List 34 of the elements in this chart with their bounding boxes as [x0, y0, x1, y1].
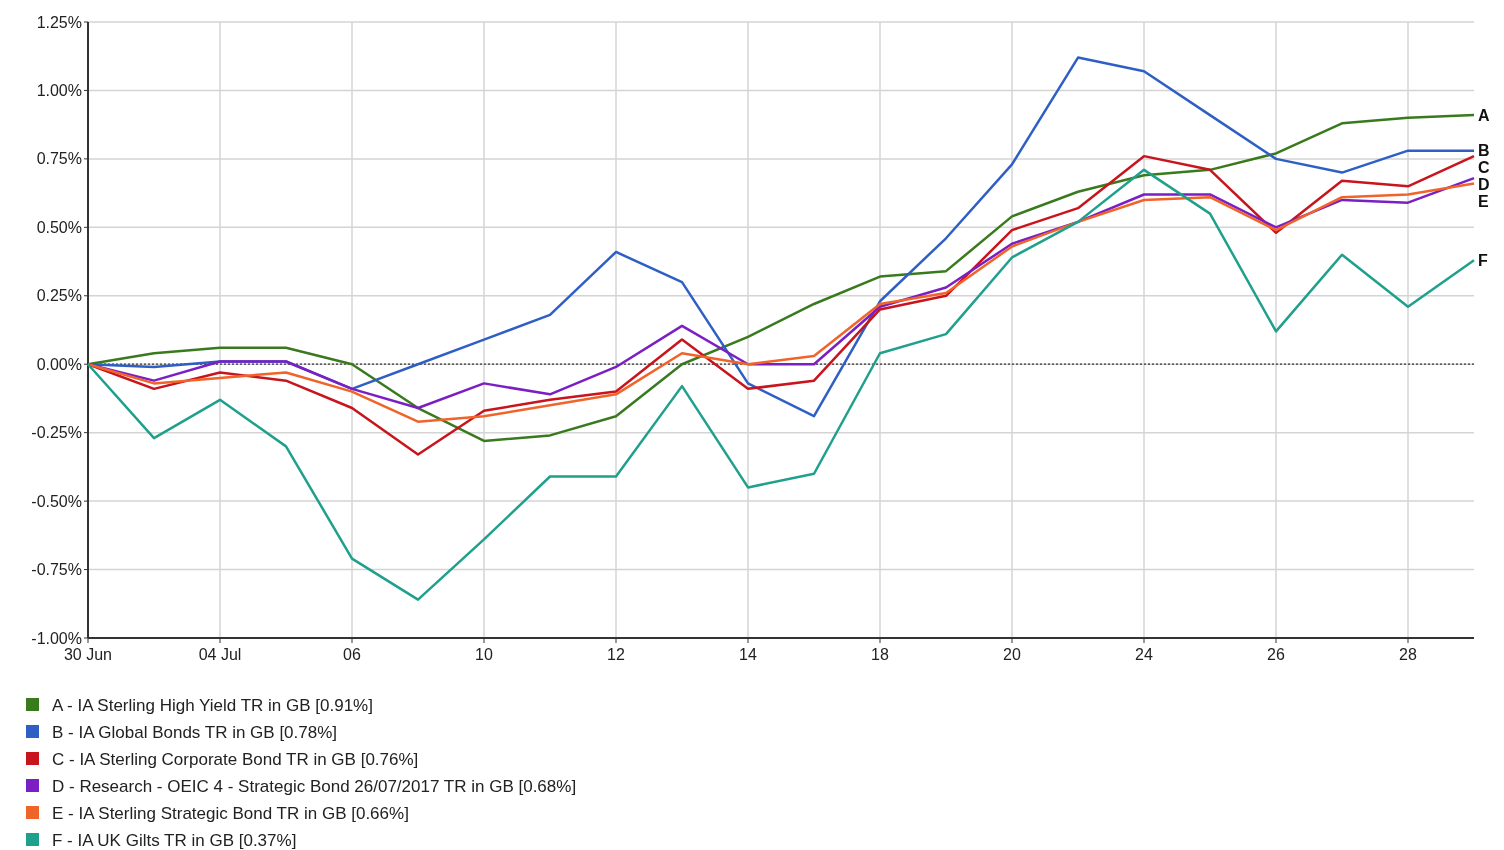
text: C: [1478, 159, 1490, 177]
x-tick-label: 18: [871, 646, 889, 663]
y-tick-label: -0.50%: [31, 492, 82, 510]
x-tick-label: 10: [475, 646, 493, 663]
x-tick-label: 06: [343, 646, 361, 663]
text: A: [1478, 106, 1490, 124]
y-tick-label: -0.25%: [31, 424, 82, 442]
x-tick-label: 12: [607, 646, 625, 663]
x-tick-label: 20: [1003, 646, 1021, 663]
text: B: [1478, 142, 1490, 160]
x-tick-label: 24: [1135, 646, 1153, 663]
legend-label: F - IA UK Gilts TR in GB [0.37%]: [52, 830, 297, 850]
y-tick-label: 0.25%: [36, 287, 82, 305]
x-tick-label: 28: [1399, 646, 1417, 663]
legend-label: A - IA Sterling High Yield TR in GB [0.91%]: [52, 695, 373, 715]
x-tick-label: 04 Jul: [198, 646, 242, 663]
y-tick-label: 0.00%: [36, 355, 82, 373]
legend-label: D - Research - OEIC 4 - Strategic Bond 26/07/2017 TR in GB [0.68%]: [52, 776, 577, 796]
line-series: [86, 168, 1476, 601]
legend-label: C - IA Sterling Corporate Bond TR in GB [0.76%]: [52, 749, 419, 769]
text: F: [1478, 251, 1488, 269]
x-tick-label: 26: [1267, 646, 1285, 663]
text: D: [1478, 176, 1490, 194]
y-tick-label: 0.50%: [36, 218, 82, 236]
legend-label: B - IA Global Bonds TR in GB [0.78%]: [52, 722, 338, 742]
text: E: [1478, 193, 1489, 211]
y-tick-label: 0.75%: [36, 150, 82, 168]
x-tick-label: 30 Jun: [63, 646, 113, 663]
y-tick-label: -1.00%: [31, 629, 82, 647]
x-tick-label: 14: [739, 646, 757, 663]
y-tick-label: 1.00%: [36, 82, 82, 100]
legend-label: E - IA Sterling Strategic Bond TR in GB [0.66%]: [52, 803, 409, 823]
y-tick-label: 1.25%: [36, 13, 82, 31]
y-tick-label: -0.75%: [31, 561, 82, 579]
